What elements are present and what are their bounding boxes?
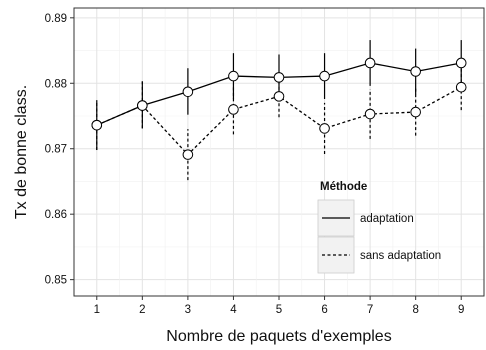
y-tick-label: 0.89 (45, 13, 67, 25)
x-tick-label: 5 (276, 304, 282, 316)
data-point-adaptation (182, 86, 194, 98)
legend-label-adaptation: adaptation (360, 213, 414, 225)
y-axis-title: Tx de bonne class. (13, 85, 30, 219)
data-point-sans-adaptation (182, 149, 194, 160)
data-point-sans-adaptation (410, 106, 421, 118)
x-tick-label: 7 (367, 304, 373, 316)
data-point-sans-adaptation (319, 123, 330, 134)
data-point-sans-adaptation (137, 100, 148, 111)
x-tick-label: 1 (94, 304, 100, 316)
data-point-sans-adaptation (91, 119, 103, 131)
data-point-adaptation (319, 70, 330, 82)
data-point-adaptation (410, 66, 421, 77)
axes: 0.85 0.86 0.87 0.88 0.89 1 2 3 4 5 6 7 8 9 (45, 13, 465, 316)
x-tick-label: 2 (139, 304, 145, 316)
data-point-sans-adaptation (273, 91, 285, 102)
data-point-adaptation (273, 72, 285, 83)
x-tick-label: 3 (185, 304, 191, 316)
data-point-adaptation (228, 70, 239, 82)
data-point-sans-adaptation (364, 108, 376, 120)
data-point-sans-adaptation (228, 104, 239, 115)
y-tick-label: 0.86 (45, 209, 67, 221)
data-point-sans-adaptation (455, 81, 467, 93)
x-axis-title: Nombre de paquets d'exemples (166, 328, 391, 345)
legend: Méthode adaptation sans adaptation (317, 181, 441, 274)
data-point-adaptation (364, 57, 376, 69)
x-tick-label: 6 (321, 304, 327, 316)
y-tick-label: 0.87 (45, 144, 67, 156)
series (91, 40, 467, 181)
legend-title: Méthode (320, 181, 367, 193)
x-tick-label: 4 (230, 304, 237, 316)
x-tick-label: 9 (458, 304, 464, 316)
y-tick-label: 0.85 (45, 275, 67, 287)
y-tick-label: 0.88 (45, 78, 67, 90)
x-tick-label: 8 (412, 304, 418, 316)
legend-label-sans-adaptation: sans adaptation (360, 250, 441, 262)
data-point-adaptation (455, 57, 467, 69)
